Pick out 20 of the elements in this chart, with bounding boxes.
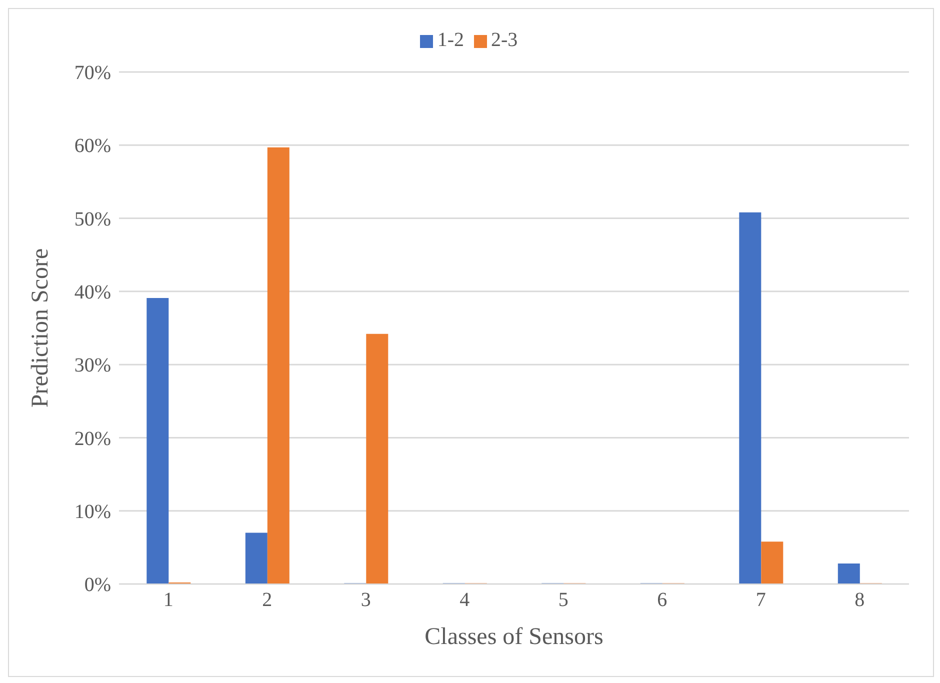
- x-tick-label: 1: [163, 589, 174, 612]
- x-tick-label: 3: [360, 589, 371, 612]
- y-axis-title: Prediction Score: [28, 248, 54, 408]
- y-tick-label: 40%: [74, 282, 111, 304]
- legend-label: 2-3: [491, 29, 518, 51]
- x-tick-label: 6: [657, 589, 668, 612]
- x-axis-title: Classes of Sensors: [424, 624, 604, 650]
- y-tick-label: 30%: [74, 354, 111, 377]
- y-tick-label: 20%: [74, 428, 111, 450]
- y-tick-label: 50%: [74, 208, 111, 230]
- legend-label: 1-2: [437, 29, 464, 51]
- x-tick-label: 7: [756, 589, 766, 612]
- y-tick-label: 60%: [74, 135, 111, 158]
- y-tick-label: 70%: [74, 62, 111, 84]
- x-tick-label: 2: [262, 589, 272, 612]
- y-tick-label: 0%: [84, 574, 111, 596]
- x-tick-label: 4: [460, 589, 470, 612]
- y-tick-label: 10%: [74, 500, 111, 523]
- x-tick-label: 8: [854, 589, 865, 612]
- x-tick-label: 5: [558, 589, 568, 612]
